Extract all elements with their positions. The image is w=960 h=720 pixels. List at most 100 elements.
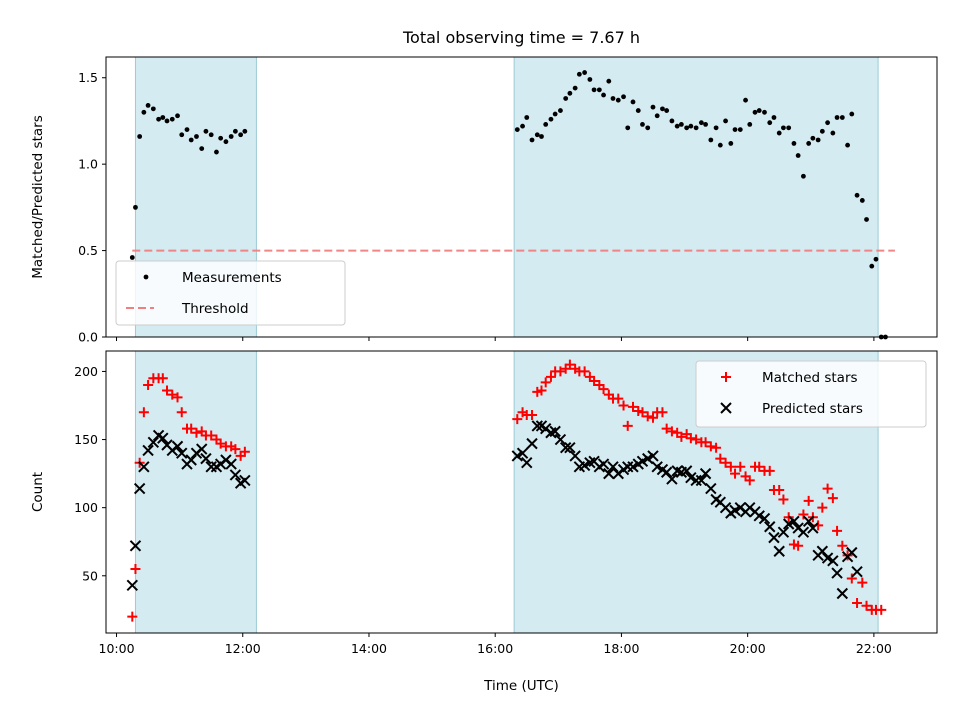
legend-label: Measurements xyxy=(182,270,282,286)
matched-star-point xyxy=(735,461,746,472)
measurement-point xyxy=(179,132,185,138)
x-tick-label: 10:00 xyxy=(99,641,135,656)
matched-star-point xyxy=(642,411,653,422)
measurement-point xyxy=(228,134,234,139)
predicted-star-point xyxy=(807,522,819,534)
matched-star-point xyxy=(876,604,887,615)
predicted-star-point xyxy=(851,565,863,578)
measurement-point xyxy=(786,125,792,131)
measurement-point xyxy=(717,142,723,148)
predicted-star-point xyxy=(831,567,843,579)
measurement-point xyxy=(223,139,229,145)
x-tick-label: 20:00 xyxy=(730,641,766,656)
measurement-point xyxy=(150,106,156,112)
legend-plus-swatch xyxy=(721,372,731,382)
measurement-point xyxy=(864,217,869,222)
predicted-star-point xyxy=(554,433,567,446)
measurement-point xyxy=(567,90,573,96)
matched-star-point xyxy=(817,502,828,513)
measurement-point xyxy=(572,85,578,91)
matched-star-point xyxy=(512,414,523,425)
series-matched-stars xyxy=(127,359,887,622)
measurement-point xyxy=(606,78,612,84)
predicted-star-point xyxy=(531,420,543,432)
measurement-point xyxy=(752,109,758,115)
measurement-point xyxy=(781,125,786,131)
measurement-point xyxy=(534,132,540,138)
measurement-point xyxy=(591,87,597,93)
predicted-star-point xyxy=(666,473,678,485)
matched-star-point xyxy=(206,430,217,441)
measurement-point xyxy=(854,192,860,198)
measurement-point xyxy=(693,125,699,131)
measurement-point xyxy=(678,122,684,127)
measurement-point xyxy=(839,115,845,120)
matched-star-point xyxy=(536,385,547,396)
matched-star-point xyxy=(191,427,202,438)
measurement-point xyxy=(762,109,767,115)
predicted-star-point xyxy=(171,440,184,453)
matched-star-point xyxy=(793,540,804,551)
measurement-point xyxy=(703,122,708,127)
measurement-point xyxy=(873,256,879,262)
predicted-star-point xyxy=(200,452,212,465)
predicted-star-point xyxy=(157,432,169,444)
predicted-star-point xyxy=(597,458,610,470)
measurement-point xyxy=(558,108,563,113)
predicted-star-point xyxy=(695,474,708,487)
matched-star-point xyxy=(230,444,241,455)
matched-star-point xyxy=(564,359,575,370)
predicted-star-point xyxy=(777,526,790,538)
x-axis-label: Time (UTC) xyxy=(483,678,559,694)
legend-dot-swatch xyxy=(143,274,149,280)
measurement-point xyxy=(845,142,850,148)
matched-star-point xyxy=(852,598,863,609)
predicted-star-point xyxy=(816,545,829,557)
measurement-point xyxy=(640,122,645,127)
matched-star-point xyxy=(628,401,639,412)
matched-star-point xyxy=(700,437,711,448)
matched-star-point xyxy=(685,433,696,444)
measurement-point xyxy=(645,125,651,131)
predicted-star-point xyxy=(680,465,693,477)
matched-star-point xyxy=(837,540,848,551)
measurement-point xyxy=(819,128,825,134)
measurement-point xyxy=(713,125,719,131)
measurement-point xyxy=(660,106,665,112)
predicted-star-point xyxy=(196,443,208,455)
matched-star-point xyxy=(157,373,168,384)
matched-star-point xyxy=(711,442,722,453)
measurement-point xyxy=(723,118,728,124)
measurement-point xyxy=(610,96,616,101)
matched-star-point xyxy=(162,385,173,396)
legend: Matched stars Predicted stars xyxy=(695,360,927,428)
matched-star-point xyxy=(778,494,789,505)
matched-star-point xyxy=(857,577,868,588)
y-axis-label: Matched/Predicted stars xyxy=(30,115,46,278)
bottom-axes: 10:00 12:00 14:00 16:00 18:00 20:00 22:00 50 10… xyxy=(30,350,938,694)
legend-cross-swatch xyxy=(720,402,732,414)
measurement-point xyxy=(548,116,554,122)
measurement-point xyxy=(524,115,530,120)
y-tick-label: 150 xyxy=(74,432,98,447)
matched-star-point xyxy=(167,389,178,400)
measurement-point xyxy=(514,127,520,132)
measurement-point xyxy=(688,123,694,129)
predicted-star-point xyxy=(569,450,581,462)
measurement-point xyxy=(650,104,656,110)
matched-star-point xyxy=(822,483,833,494)
legend-swatch xyxy=(721,372,731,382)
measurement-point xyxy=(815,137,821,143)
plot-frame xyxy=(105,56,938,338)
predicted-star-point xyxy=(239,474,251,487)
predicted-star-point xyxy=(768,531,780,544)
matched-star-point xyxy=(172,392,183,403)
legend-box xyxy=(695,360,927,428)
y-axis-label: Count xyxy=(30,472,46,512)
measurement-point xyxy=(160,115,166,120)
predicted-star-point xyxy=(185,454,197,466)
measurement-point xyxy=(849,111,855,117)
matched-star-point xyxy=(676,431,687,442)
measurement-point xyxy=(194,134,199,139)
